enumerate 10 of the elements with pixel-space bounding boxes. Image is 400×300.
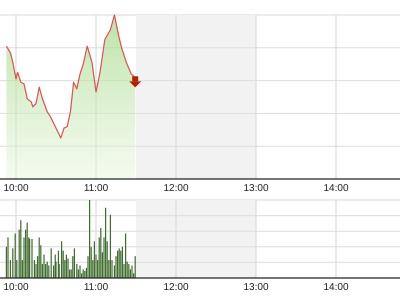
x-tick-label: 11:00: [84, 183, 109, 194]
x-tick-label: 12:00: [163, 183, 189, 194]
x-tick-label: 12:00: [163, 282, 189, 293]
x-tick-label: 13:00: [243, 183, 269, 194]
x-tick-label: 10:00: [3, 282, 29, 293]
x-tick-label: 11:00: [84, 282, 109, 293]
x-tick-label: 10:00: [3, 183, 29, 194]
x-tick-label: 14:00: [323, 282, 349, 293]
x-tick-label: 14:00: [323, 183, 349, 194]
x-tick-label: 13:00: [243, 282, 269, 293]
